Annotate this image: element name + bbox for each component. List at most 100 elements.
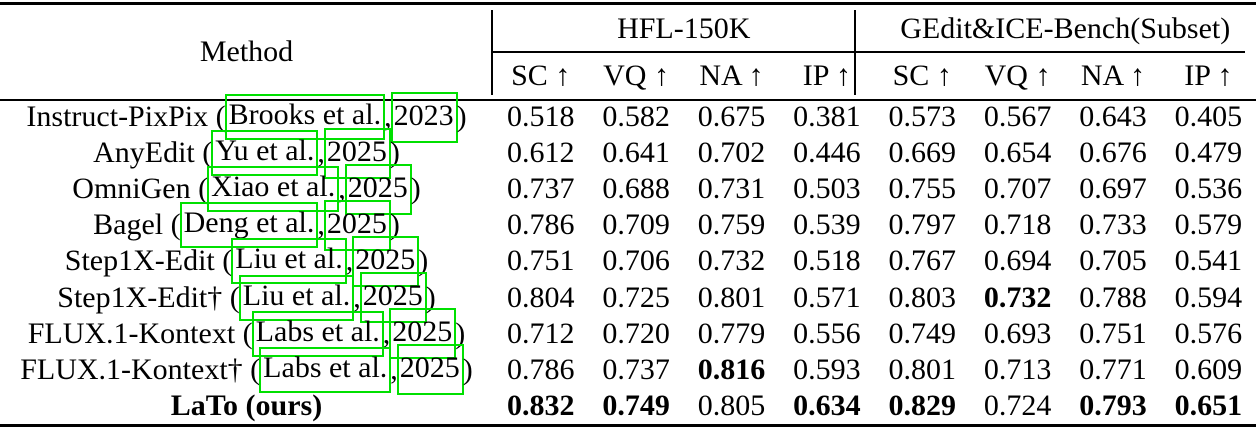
method-cell: Step1X-Edit (Liu et al., 2025) [0,235,493,287]
value-cell: 0.567 [983,100,1052,134]
method-cell: LaTo (ours) [0,388,493,424]
value-cell: 0.609 [1174,352,1243,386]
value-cell: 0.694 [983,244,1052,278]
value-cell: 0.713 [983,352,1052,386]
value-cell: 0.751 [506,244,575,278]
value-cell: 0.571 [793,280,861,314]
citation-close-paren: ) [455,316,466,350]
citation-year-link[interactable]: 2025 [344,163,412,215]
citation-year-link[interactable]: 2025 [323,127,391,179]
value-cell: 0.582 [602,100,670,134]
citation-separator: , [317,136,325,170]
citation-close-paren: ) [462,352,473,386]
citation-author-link[interactable]: Deng et al. [179,202,319,249]
value-cell: 0.518 [793,244,861,278]
citation-year-link[interactable]: 2025 [389,308,457,360]
value-cell: 0.803 [888,280,956,314]
value-cell: 0.720 [602,316,670,350]
value-cell: 0.731 [697,172,766,206]
citation-author-link[interactable]: Yu et al. [211,130,319,177]
table-top-rule [0,2,1256,5]
citation-separator: , [345,244,354,278]
value-cell: 0.612 [506,136,575,170]
value-cell: 0.805 [697,388,766,422]
value-cell: 0.759 [697,208,766,242]
value-cell: 0.832 [506,388,575,422]
metric-header-hfl-vq: VQ ↑ [603,58,669,92]
metric-header-gedit-na: NA ↑ [1080,58,1146,92]
method-cell: Bagel (Deng et al., 2025) [0,199,493,251]
method-name: Bagel ( [93,208,181,242]
value-cell: 0.693 [983,316,1052,350]
value-cell: 0.705 [1079,244,1147,278]
citation-author-link[interactable]: Labs et al. [259,346,392,393]
group-header-gedit-ice-bench: GEdit&ICE-Bench(Subset) [900,11,1231,45]
value-cell: 0.829 [888,388,956,422]
citation-year-link[interactable]: 2025 [396,344,464,396]
value-cell: 0.786 [506,352,575,386]
value-cell: 0.709 [602,208,670,242]
value-cell: 0.536 [1174,172,1243,206]
value-cell: 0.751 [1079,316,1147,350]
value-cell: 0.518 [506,100,575,134]
value-cell: 0.676 [1079,136,1147,170]
value-cell: 0.556 [793,316,861,350]
header-vertical-divider-right [854,10,856,95]
value-cell: 0.446 [793,136,861,170]
value-cell: 0.405 [1174,100,1243,134]
citation-year-link[interactable]: 2025 [352,235,420,287]
results-grid: Method HFL-150K GEdit&ICE-Bench(Subset) … [0,5,1256,424]
value-cell: 0.641 [602,136,670,170]
citation-author-link[interactable]: Brooks et al. [224,94,386,141]
value-cell: 0.793 [1079,388,1147,422]
value-cell: 0.737 [602,352,670,386]
citation-close-paren: ) [418,244,429,278]
group-header-hfl-150k: HFL-150K [617,11,751,45]
method-name: Step1X-Edit ( [64,244,233,278]
metric-header-gedit-sc: SC ↑ [892,58,952,92]
value-cell: 0.539 [793,208,861,242]
value-cell: 0.732 [983,280,1052,314]
value-cell: 0.643 [1079,100,1147,134]
value-cell: 0.718 [983,208,1052,242]
table-bottom-rule [0,424,1256,427]
citation-close-paren: ) [389,208,400,242]
citation-year-link[interactable]: 2025 [359,272,427,324]
value-cell: 0.651 [1174,388,1243,422]
header-cmidrule [493,51,1245,53]
citation-year-link[interactable]: 2023 [390,91,458,143]
citation-separator: , [338,172,346,206]
method-name: FLUX.1-Kontext ( [27,316,253,350]
value-cell: 0.707 [983,172,1052,206]
method-cell: AnyEdit (Yu et al., 2025) [0,127,493,179]
method-cell: FLUX.1-Kontext (Labs et al., 2025) [0,308,493,360]
value-cell: 0.576 [1174,316,1243,350]
value-cell: 0.669 [888,136,956,170]
value-cell: 0.801 [888,352,956,386]
citation-author-link[interactable]: Labs et al. [251,310,384,357]
citation-author-link[interactable]: Xiao et al. [207,166,340,213]
citation-separator: , [382,316,391,350]
metric-header-hfl-sc: SC ↑ [511,58,571,92]
value-cell: 0.634 [793,388,861,422]
citation-separator: , [384,100,392,134]
value-cell: 0.541 [1174,244,1243,278]
citation-separator: , [317,208,325,242]
citation-author-link[interactable]: Liu et al. [231,238,347,285]
citation-year-link[interactable]: 2025 [323,199,391,251]
value-cell: 0.724 [983,388,1052,422]
value-cell: 0.786 [506,208,575,242]
value-cell: 0.779 [697,316,766,350]
value-cell: 0.804 [506,280,575,314]
method-cell: OmniGen (Xiao et al., 2025) [0,163,493,215]
value-cell: 0.725 [602,280,670,314]
value-cell: 0.788 [1079,280,1147,314]
metric-header-hfl-ip: IP ↑ [802,58,851,92]
value-cell: 0.712 [506,316,575,350]
value-cell: 0.579 [1174,208,1243,242]
header-vertical-divider-left [491,10,493,95]
citation-author-link[interactable]: Liu et al. [238,274,355,321]
citation-close-paren: ) [410,172,421,206]
value-cell: 0.755 [888,172,956,206]
